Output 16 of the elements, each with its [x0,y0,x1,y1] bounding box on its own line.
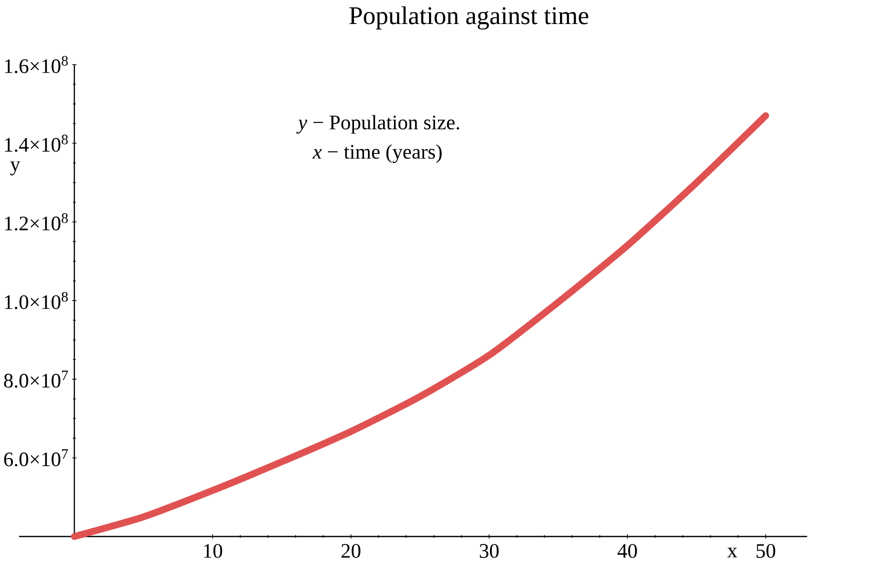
chart-title: Population against time [349,6,588,30]
y-tick-label: 8.0×10$^{7}$ [4,370,68,388]
y-tick-label: 1.2×10$^{8}$ [5,213,68,231]
annotation: y − Population size. [296,115,460,134]
y-axis-title: y [10,162,20,176]
y-tick-label: 1.0×10$^{8}$ [5,292,68,310]
x-tick-label: 30 [480,544,499,558]
x-tick-label: 10 [204,544,222,558]
y-tick-label: 1.4×10$^{8}$ [5,134,68,152]
x-tick-label: 20 [342,544,360,558]
annotation: x − time (years) [312,144,442,164]
y-tick-label: 6.0×10$^{7}$ [4,449,68,467]
y-tick-label: 1.6×10$^{8}$ [5,56,68,74]
x-tick-label: 40 [618,544,637,558]
x-tick-label: 50 [756,544,776,558]
x-axis-title: x [727,548,738,558]
